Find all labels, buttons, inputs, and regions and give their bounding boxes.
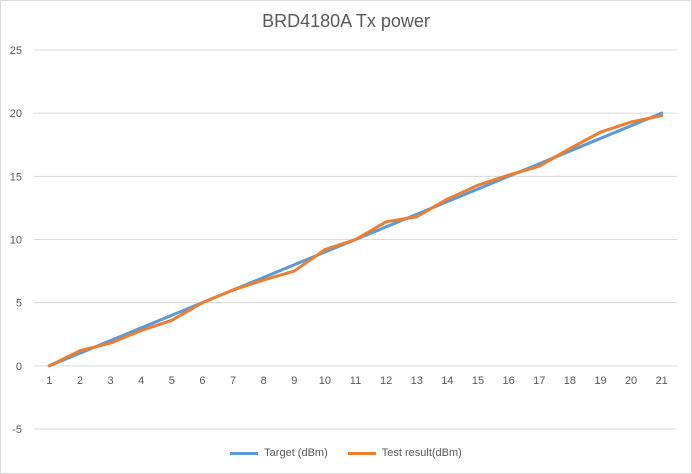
x-tick-label: 10: [319, 375, 331, 387]
legend-swatch-test-result: [347, 451, 376, 455]
y-tick-label: 25: [10, 45, 22, 57]
legend-label-test-result: Test result(dBm): [381, 447, 462, 459]
series-lines: [47, 111, 664, 368]
y-tick-label: 5: [16, 298, 22, 310]
y-tick-label: 10: [10, 235, 22, 247]
legend-label-target: Target (dBm): [264, 447, 328, 459]
series-line-1: [47, 114, 664, 368]
x-tick-label: 11: [350, 375, 361, 387]
x-tick-label: 2: [77, 375, 83, 387]
x-tick-label: 13: [411, 375, 423, 387]
y-tick-label: 15: [10, 171, 22, 183]
x-tick-label: 14: [441, 375, 453, 387]
x-tick-label: 16: [502, 375, 514, 387]
x-tick-label: 15: [472, 375, 484, 387]
x-tick-label: 9: [291, 375, 297, 387]
y-tick-label: -5: [12, 424, 22, 436]
x-tick-label: 21: [656, 375, 668, 387]
y-tick-label: 0: [16, 361, 22, 373]
x-tick-label: 12: [380, 375, 392, 387]
x-tick-label: 6: [199, 375, 205, 387]
chart-title: BRD4180A Tx power: [262, 11, 430, 31]
legend-item-target: Target (dBm): [230, 447, 328, 459]
x-tick-label: 18: [564, 375, 576, 387]
legend-item-test-result: Test result(dBm): [347, 447, 462, 459]
x-tick-label: 4: [138, 375, 144, 387]
x-tick-label: 1: [46, 375, 52, 387]
x-tick-label: 7: [230, 375, 236, 387]
legend: Target (dBm) Test result(dBm): [1, 447, 691, 459]
x-tick-label: 8: [261, 375, 267, 387]
x-tick-label: 5: [169, 375, 175, 387]
legend-swatch-target: [230, 451, 259, 455]
x-tick-label: 3: [107, 375, 113, 387]
y-tick-label: 20: [10, 108, 22, 120]
x-tick-label: 17: [533, 375, 545, 387]
x-axis-tick-labels: 1 2 3 4 5 6 7 8 9 10 11 12 13 14 15 16 17 18 19 20 21: [46, 375, 668, 387]
y-axis-tick-labels: -5 0 5 10 15 20 25: [10, 45, 22, 436]
x-tick-label: 20: [625, 375, 637, 387]
x-tick-label: 19: [594, 375, 606, 387]
